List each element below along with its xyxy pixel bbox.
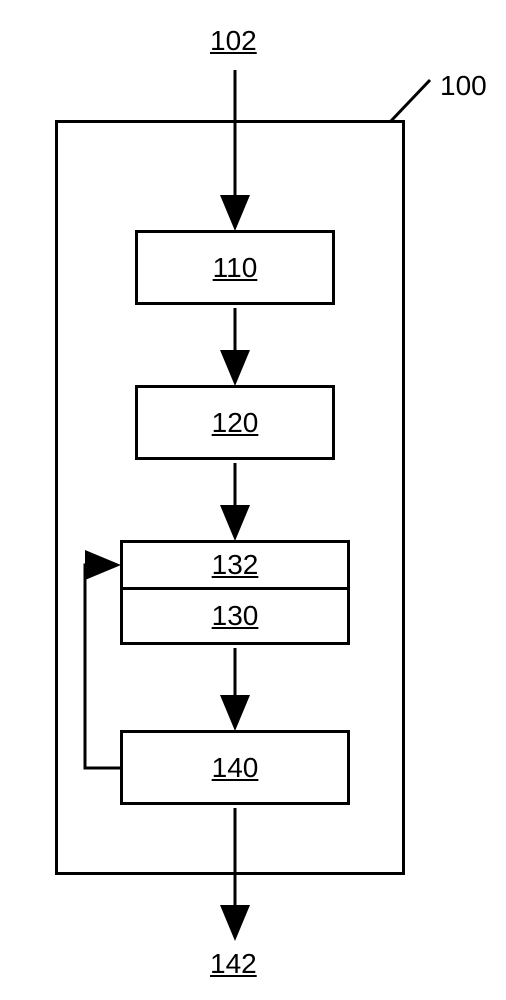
leader-line-100 — [390, 80, 430, 122]
box-110-label: 110 — [213, 252, 258, 284]
label-container-100: 100 — [440, 70, 487, 102]
box-120-label: 120 — [212, 407, 259, 439]
label-input-102: 102 — [210, 25, 257, 57]
box-110: 110 — [135, 230, 335, 305]
box-130-label: 130 — [212, 600, 259, 632]
box-132-label: 132 — [212, 549, 259, 581]
box-140: 140 — [120, 730, 350, 805]
box-120: 120 — [135, 385, 335, 460]
box-130: 130 — [120, 590, 350, 645]
box-132: 132 — [120, 540, 350, 590]
box-140-label: 140 — [212, 752, 259, 784]
label-output-142: 142 — [210, 948, 257, 980]
